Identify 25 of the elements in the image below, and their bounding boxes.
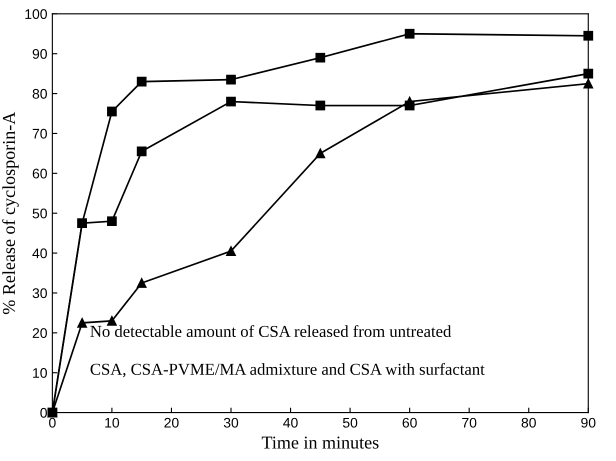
y-tick-label: 10 [33, 368, 47, 378]
x-tick-label: 10 [105, 418, 120, 428]
x-tick-label: 30 [224, 418, 238, 428]
x-axis-title: Time in minutes [262, 436, 379, 449]
x-tick-label: 90 [581, 418, 596, 428]
x-tick-label: 0 [49, 418, 56, 428]
y-tick-label: 50 [32, 208, 47, 218]
x-tick-label: 70 [462, 418, 476, 428]
x-tick-label: 40 [283, 418, 298, 428]
annotation: CSA, CSA-PVME/MA admixture and CSA with surfactant [90, 363, 485, 378]
y-tick-label: 90 [32, 49, 47, 59]
y-tick-label: 20 [32, 328, 47, 338]
y-tick-label: 70 [32, 128, 47, 139]
y-tick-label: 0 [40, 408, 47, 418]
y-tick-label: 40 [32, 248, 47, 258]
annotation: No detectable amount of CSA released from untreated [90, 325, 452, 338]
x-tick-label: 20 [164, 418, 179, 428]
y-tick-label: 30 [32, 288, 47, 298]
y-tick-label: 60 [32, 168, 47, 179]
x-tick-label: 50 [342, 418, 358, 428]
y-tick-label: 100 [25, 9, 47, 19]
y-tick-label: 80 [32, 88, 47, 99]
y-axis-title: % Release of cyclosporin-A [2, 112, 19, 314]
x-tick-label: 80 [522, 418, 536, 428]
x-tick-label: 60 [402, 418, 417, 428]
